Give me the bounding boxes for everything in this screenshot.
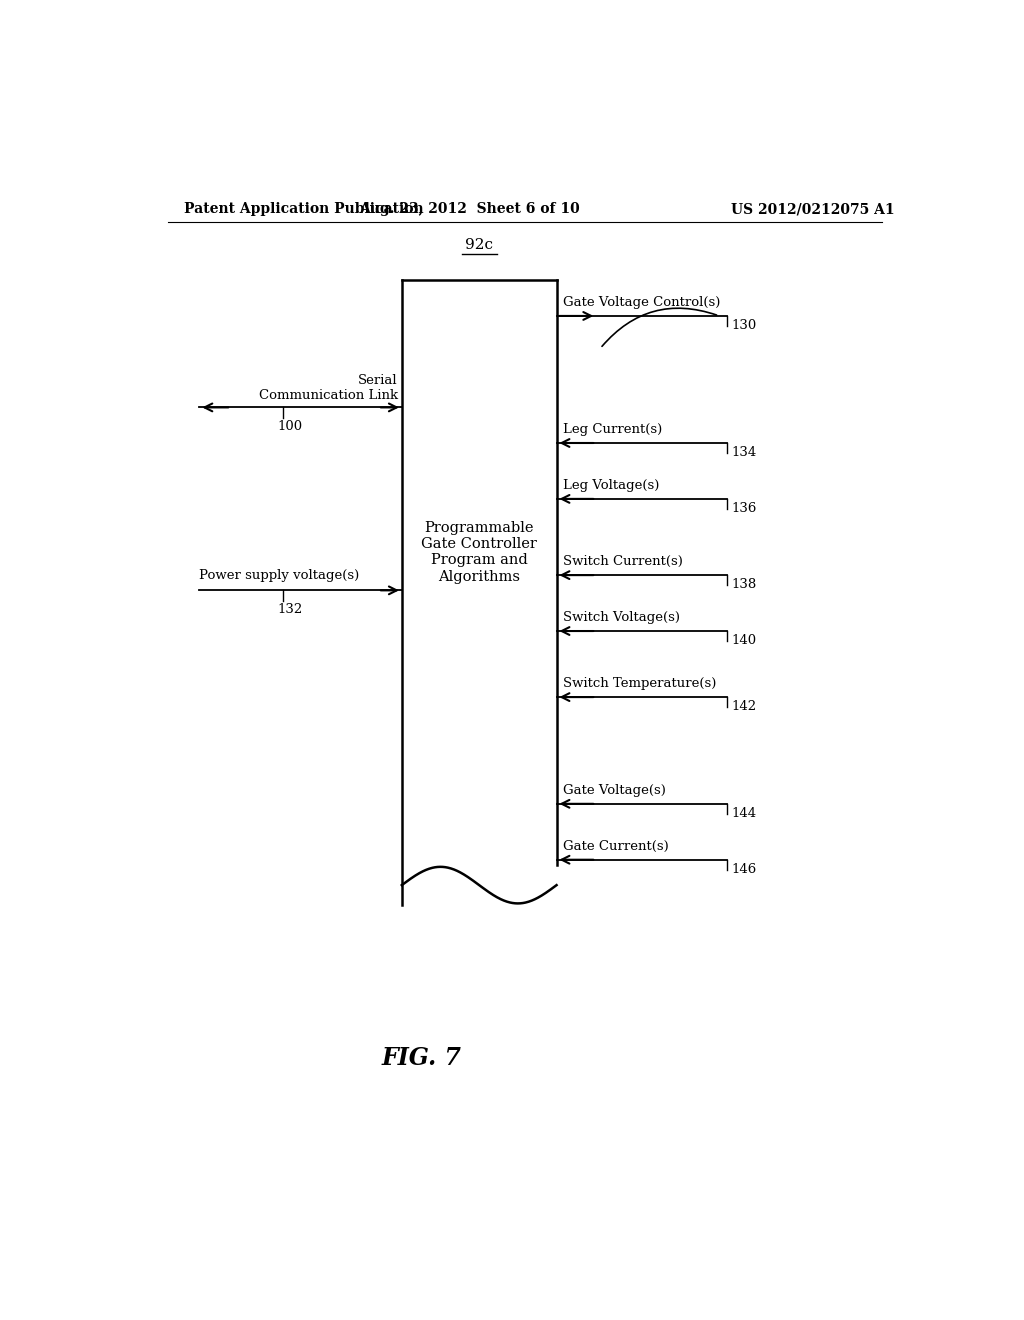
Text: Aug. 23, 2012  Sheet 6 of 10: Aug. 23, 2012 Sheet 6 of 10	[358, 202, 580, 216]
Text: Serial
Communication Link: Serial Communication Link	[259, 375, 397, 403]
Text: Switch Voltage(s): Switch Voltage(s)	[563, 611, 680, 624]
Text: 136: 136	[731, 502, 757, 515]
Text: FIG. 7: FIG. 7	[382, 1045, 462, 1071]
Text: 144: 144	[731, 807, 757, 820]
Text: Gate Voltage Control(s): Gate Voltage Control(s)	[563, 296, 720, 309]
Text: 134: 134	[731, 446, 757, 459]
Text: Gate Voltage(s): Gate Voltage(s)	[563, 784, 666, 797]
Text: Patent Application Publication: Patent Application Publication	[183, 202, 423, 216]
Text: 142: 142	[731, 700, 757, 713]
Text: 130: 130	[731, 319, 757, 333]
Text: Gate Current(s): Gate Current(s)	[563, 840, 669, 853]
Text: Switch Current(s): Switch Current(s)	[563, 554, 683, 568]
Text: 138: 138	[731, 578, 757, 591]
Text: Programmable
Gate Controller
Program and
Algorithms: Programmable Gate Controller Program and…	[421, 521, 538, 583]
Text: 140: 140	[731, 634, 757, 647]
Text: 100: 100	[278, 420, 303, 433]
Text: 92c: 92c	[465, 238, 494, 252]
Text: 132: 132	[278, 602, 303, 615]
Text: Power supply voltage(s): Power supply voltage(s)	[200, 569, 359, 582]
Text: US 2012/0212075 A1: US 2012/0212075 A1	[731, 202, 895, 216]
Text: Switch Temperature(s): Switch Temperature(s)	[563, 677, 716, 690]
Text: Leg Voltage(s): Leg Voltage(s)	[563, 479, 659, 492]
Text: Leg Current(s): Leg Current(s)	[563, 422, 663, 436]
Text: 146: 146	[731, 863, 757, 875]
